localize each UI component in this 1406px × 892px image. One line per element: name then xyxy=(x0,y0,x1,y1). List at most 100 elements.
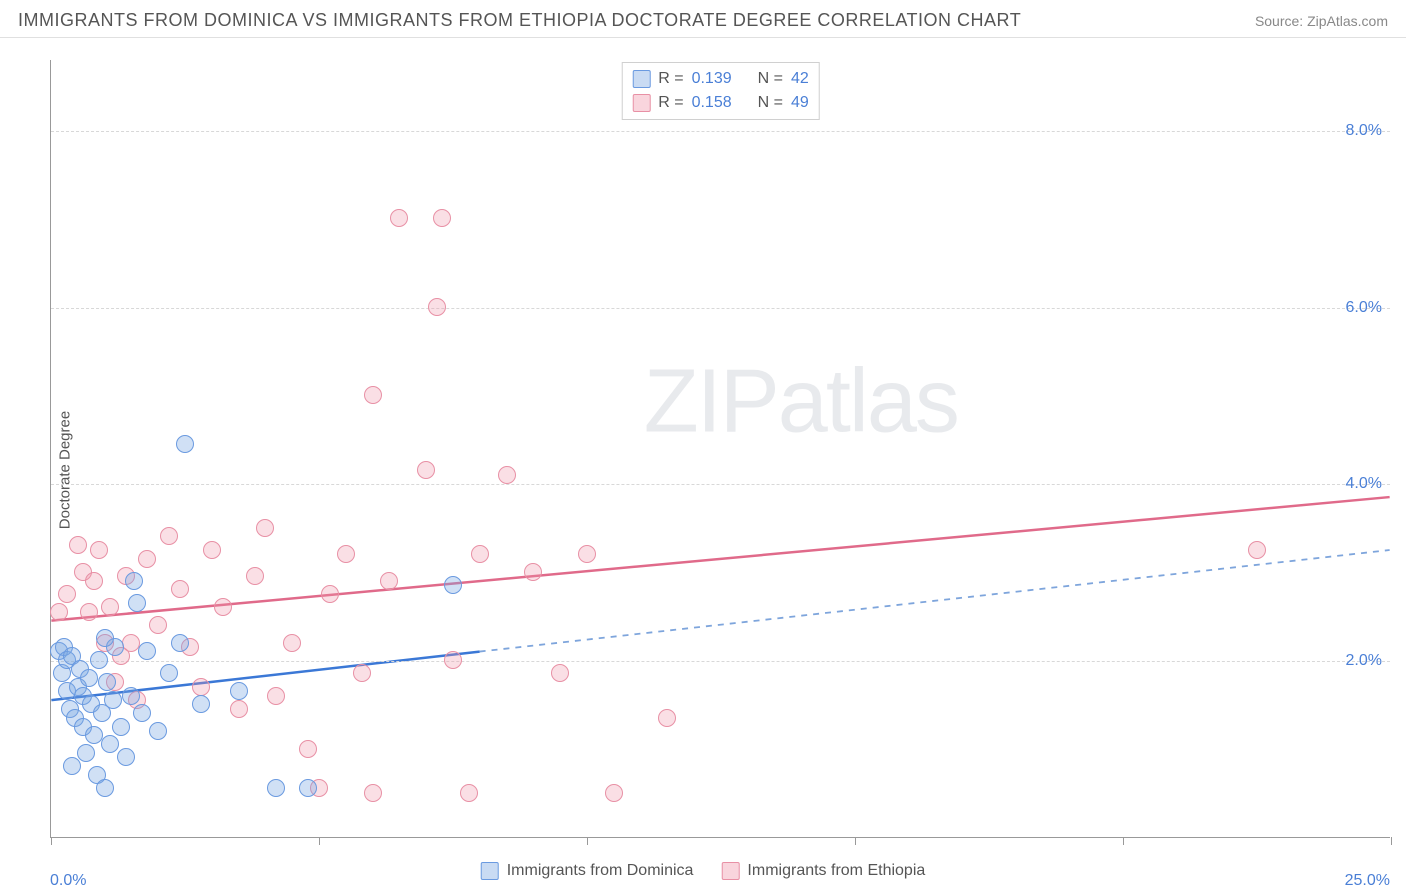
data-point xyxy=(171,580,189,598)
data-point xyxy=(230,682,248,700)
r-label: R = xyxy=(658,67,683,91)
legend-item-pink: Immigrants from Ethiopia xyxy=(721,862,925,880)
gridline xyxy=(51,308,1390,309)
data-point xyxy=(658,709,676,727)
data-point xyxy=(524,563,542,581)
data-point xyxy=(101,598,119,616)
series-legend: Immigrants from Dominica Immigrants from… xyxy=(481,862,926,880)
data-point xyxy=(171,634,189,652)
data-point xyxy=(90,541,108,559)
pink-n-value: 49 xyxy=(791,91,809,115)
data-point xyxy=(230,700,248,718)
data-point xyxy=(203,541,221,559)
gridline xyxy=(51,131,1390,132)
data-point xyxy=(104,691,122,709)
legend-row-blue: R = 0.139 N = 42 xyxy=(632,67,809,91)
x-axis-max: 25.0% xyxy=(1345,872,1390,890)
data-point xyxy=(283,634,301,652)
data-point xyxy=(364,784,382,802)
data-point xyxy=(90,651,108,669)
data-point xyxy=(69,536,87,554)
chart-title: IMMIGRANTS FROM DOMINICA VS IMMIGRANTS F… xyxy=(18,10,1021,31)
data-point xyxy=(299,740,317,758)
data-point xyxy=(96,629,114,647)
data-point xyxy=(50,603,68,621)
legend-label-pink: Immigrants from Ethiopia xyxy=(747,862,925,880)
data-point xyxy=(444,576,462,594)
data-point xyxy=(321,585,339,603)
x-tick xyxy=(51,837,52,845)
pink-r-value: 0.158 xyxy=(692,91,732,115)
data-point xyxy=(98,673,116,691)
legend-label-blue: Immigrants from Dominica xyxy=(507,862,694,880)
chart-area: Doctorate Degree ZIPatlas R = 0.139 N = … xyxy=(0,48,1406,892)
data-point xyxy=(160,664,178,682)
data-point xyxy=(299,779,317,797)
data-point xyxy=(267,779,285,797)
y-tick-label: 4.0% xyxy=(1346,475,1382,493)
legend-row-pink: R = 0.158 N = 49 xyxy=(632,91,809,115)
y-tick-label: 6.0% xyxy=(1346,299,1382,317)
data-point xyxy=(380,572,398,590)
data-point xyxy=(578,545,596,563)
trend-lines xyxy=(51,60,1390,837)
plot-region: ZIPatlas R = 0.139 N = 42 R = 0.158 N = … xyxy=(50,60,1390,838)
data-point xyxy=(337,545,355,563)
x-tick xyxy=(319,837,320,845)
x-tick xyxy=(587,837,588,845)
data-point xyxy=(80,669,98,687)
data-point xyxy=(192,678,210,696)
data-point xyxy=(85,572,103,590)
data-point xyxy=(214,598,232,616)
data-point xyxy=(117,748,135,766)
legend-swatch-pink xyxy=(632,94,650,112)
data-point xyxy=(267,687,285,705)
data-point xyxy=(246,567,264,585)
blue-n-value: 42 xyxy=(791,67,809,91)
x-tick xyxy=(1391,837,1392,845)
data-point xyxy=(80,603,98,621)
y-tick-label: 8.0% xyxy=(1346,122,1382,140)
x-axis-min: 0.0% xyxy=(50,872,86,890)
data-point xyxy=(125,572,143,590)
data-point xyxy=(77,744,95,762)
data-point xyxy=(112,718,130,736)
data-point xyxy=(428,298,446,316)
data-point xyxy=(417,461,435,479)
data-point xyxy=(160,527,178,545)
data-point xyxy=(138,642,156,660)
data-point xyxy=(122,687,140,705)
y-tick-label: 2.0% xyxy=(1346,652,1382,670)
data-point xyxy=(498,466,516,484)
data-point xyxy=(353,664,371,682)
data-point xyxy=(128,594,146,612)
header: IMMIGRANTS FROM DOMINICA VS IMMIGRANTS F… xyxy=(0,0,1406,38)
legend-swatch-pink xyxy=(721,862,739,880)
data-point xyxy=(149,616,167,634)
data-point xyxy=(460,784,478,802)
data-point xyxy=(58,585,76,603)
data-point xyxy=(96,779,114,797)
data-point xyxy=(101,735,119,753)
data-point xyxy=(133,704,151,722)
n-label: N = xyxy=(758,91,783,115)
data-point xyxy=(390,209,408,227)
legend-swatch-blue xyxy=(481,862,499,880)
data-point xyxy=(364,386,382,404)
data-point xyxy=(176,435,194,453)
n-label: N = xyxy=(758,67,783,91)
legend-item-blue: Immigrants from Dominica xyxy=(481,862,694,880)
gridline xyxy=(51,661,1390,662)
gridline xyxy=(51,484,1390,485)
data-point xyxy=(138,550,156,568)
legend-swatch-blue xyxy=(632,70,650,88)
data-point xyxy=(551,664,569,682)
data-point xyxy=(192,695,210,713)
correlation-legend: R = 0.139 N = 42 R = 0.158 N = 49 xyxy=(621,62,820,120)
data-point xyxy=(149,722,167,740)
x-tick xyxy=(1123,837,1124,845)
data-point xyxy=(605,784,623,802)
data-point xyxy=(471,545,489,563)
data-point xyxy=(1248,541,1266,559)
data-point xyxy=(63,757,81,775)
